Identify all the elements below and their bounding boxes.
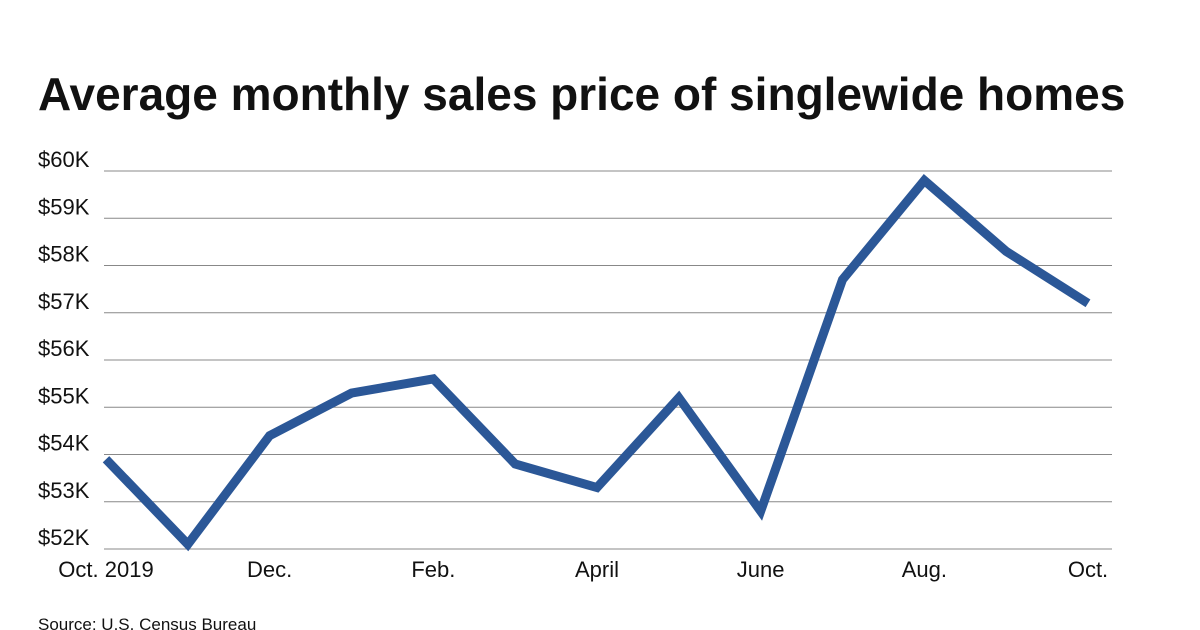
x-tick-label: Aug. — [902, 557, 947, 582]
x-tick-label: Oct. — [1068, 557, 1108, 582]
y-tick-label: $53K — [38, 478, 90, 503]
source: Source: U.S. Census Bureau — [38, 615, 256, 630]
x-tick-label: Feb. — [411, 557, 455, 582]
y-tick-label: $55K — [38, 383, 90, 408]
y-tick-label: $57K — [38, 289, 90, 314]
x-tick-label: April — [575, 557, 619, 582]
x-tick-label: Dec. — [247, 557, 292, 582]
chart-title: Average monthly sales price of singlewid… — [38, 68, 1125, 120]
data-line — [102, 174, 1091, 552]
y-tick-label: $60K — [38, 147, 90, 172]
y-tick-label: $54K — [38, 431, 90, 456]
y-tick-label: $59K — [38, 194, 90, 219]
y-tick-label: $58K — [38, 242, 90, 267]
y-tick-label: $56K — [38, 336, 90, 361]
x-tick-label: Oct. 2019 — [58, 557, 153, 582]
x-tick-label: June — [737, 557, 785, 582]
y-tick-label: $52K — [38, 525, 90, 550]
